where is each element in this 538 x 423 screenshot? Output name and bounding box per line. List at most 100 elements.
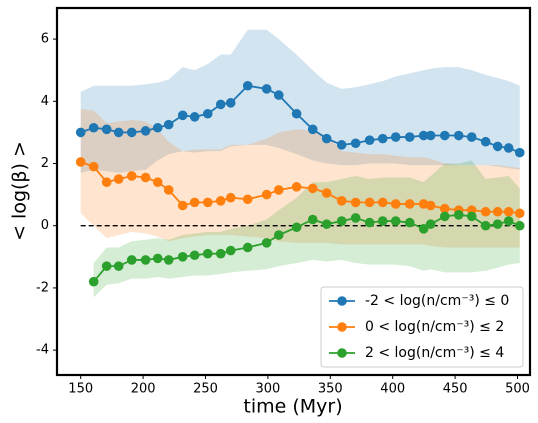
legend-marker	[337, 296, 347, 306]
point	[152, 177, 163, 187]
point	[189, 250, 200, 261]
point	[336, 196, 347, 206]
point	[480, 136, 491, 147]
point	[404, 132, 415, 142]
point	[321, 133, 332, 144]
x-axis-label: time (Myr)	[243, 396, 342, 418]
point	[291, 108, 302, 119]
point	[88, 161, 99, 172]
x-tick-label: 350	[318, 382, 343, 397]
point	[377, 216, 388, 226]
point	[492, 141, 503, 152]
x-tick-label: 450	[443, 382, 468, 397]
y-tick-label: -4	[36, 343, 49, 358]
point	[88, 122, 99, 133]
y-tick-label: 6	[41, 32, 49, 47]
point	[492, 219, 503, 229]
point	[75, 127, 86, 138]
point	[113, 261, 124, 271]
point	[439, 211, 450, 222]
y-axis-label: < log(β) >	[9, 141, 31, 241]
point	[503, 143, 514, 153]
point	[336, 140, 347, 150]
point	[88, 276, 99, 287]
point	[377, 133, 388, 144]
point	[307, 183, 318, 194]
point	[242, 242, 253, 253]
point	[418, 224, 429, 234]
point	[126, 171, 137, 181]
x-tick-label: 400	[380, 382, 405, 397]
point	[75, 157, 86, 167]
point	[140, 172, 151, 183]
point	[291, 222, 302, 233]
series-line	[80, 161, 520, 215]
point	[163, 119, 174, 130]
point	[514, 220, 525, 231]
point	[503, 216, 514, 226]
point	[390, 216, 401, 226]
point	[215, 248, 226, 259]
point	[514, 147, 525, 158]
point	[350, 138, 361, 149]
point	[404, 199, 415, 209]
band	[93, 160, 520, 298]
point	[350, 213, 361, 223]
point	[225, 98, 236, 108]
point	[390, 199, 401, 209]
x-tick-label: 150	[68, 382, 93, 397]
plot-frame	[55, 6, 532, 377]
point	[101, 261, 112, 271]
point	[480, 206, 491, 217]
point	[321, 188, 332, 198]
point	[273, 90, 284, 100]
x-tick-label: 500	[505, 382, 530, 397]
point	[377, 197, 388, 208]
point	[140, 255, 151, 265]
point	[242, 80, 253, 91]
point	[466, 132, 477, 142]
point	[480, 220, 491, 231]
point	[291, 182, 302, 192]
point	[425, 200, 436, 211]
point	[425, 130, 436, 141]
point	[439, 130, 450, 141]
x-tick-label: 300	[256, 382, 281, 397]
band	[80, 109, 520, 248]
point	[215, 99, 226, 110]
point	[364, 135, 375, 145]
point	[273, 230, 284, 240]
point	[177, 252, 188, 262]
point	[152, 253, 163, 264]
point	[261, 84, 272, 94]
point	[466, 211, 477, 222]
point	[113, 174, 124, 184]
point	[307, 214, 318, 225]
legend: -2 < log(n/cm⁻³) ≤ 0 0 < log(n/cm⁻³) ≤ 2 2…	[320, 286, 524, 368]
point	[261, 238, 272, 248]
point	[177, 200, 188, 211]
legend-marker	[337, 322, 347, 332]
point	[189, 112, 200, 122]
point	[364, 217, 375, 228]
series-line	[80, 84, 521, 154]
point	[242, 194, 253, 205]
y-tick-label: 0	[41, 218, 49, 233]
point	[126, 127, 137, 138]
point	[202, 108, 213, 119]
point	[321, 219, 332, 229]
point	[425, 219, 436, 229]
point	[503, 206, 514, 217]
point	[492, 206, 503, 217]
point	[140, 126, 151, 136]
point	[163, 185, 174, 195]
y-tick-label: 4	[41, 94, 49, 109]
point	[453, 130, 464, 141]
legend-label: 0 < log(n/cm⁻³) ≤ 2	[365, 319, 504, 335]
point	[364, 197, 375, 208]
point	[261, 189, 272, 200]
point	[113, 127, 124, 138]
point	[307, 124, 318, 135]
point	[514, 208, 525, 219]
